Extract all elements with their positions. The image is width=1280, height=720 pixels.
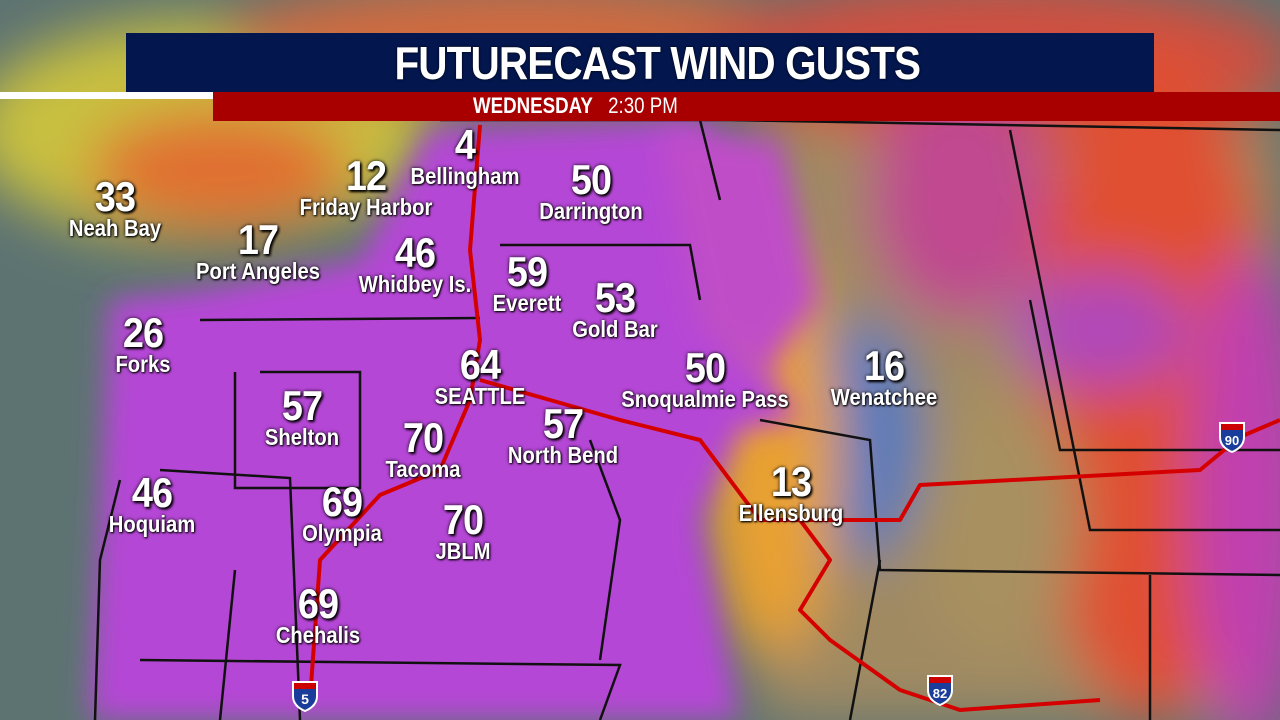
city-name: Forks	[115, 351, 171, 377]
gust-value: 12	[345, 152, 387, 199]
gust-value: 16	[863, 342, 905, 389]
city-label: 53 Gold Bar	[566, 274, 663, 343]
gust-value: 13	[770, 458, 812, 505]
city-label: 4 Bellingham	[403, 121, 527, 190]
city-label: 50 Darrington	[532, 156, 650, 225]
city-name: Tacoma	[385, 456, 461, 482]
city-name: Whidbey Is.	[358, 271, 472, 297]
city-label: 26 Forks	[112, 309, 175, 378]
interstate-shield-icon: 5	[291, 680, 319, 712]
city-name: Olympia	[302, 520, 382, 546]
extreme-gust-region-east	[660, 130, 820, 380]
forecast-clock: 2:30 PM	[608, 93, 678, 118]
gust-value: 50	[684, 344, 726, 391]
city-name: Hoquiam	[108, 511, 196, 537]
interstate-number: 90	[1225, 433, 1239, 448]
gust-value: 57	[281, 382, 323, 429]
city-label: 69 Chehalis	[270, 580, 366, 649]
city-name: Bellingham	[410, 163, 520, 189]
city-name: Ellensburg	[738, 500, 844, 526]
city-name: Everett	[492, 290, 562, 316]
gust-value: 26	[122, 309, 164, 356]
interstate-number: 5	[301, 691, 309, 707]
time-banner: WEDNESDAY 2:30 PM	[213, 92, 1280, 121]
gust-value: 57	[542, 400, 584, 447]
city-label: 12 Friday Harbor	[291, 152, 442, 221]
title-banner: FUTURECAST WIND GUSTS	[126, 33, 1154, 92]
city-label: 70 Tacoma	[380, 414, 465, 483]
city-label: 16 Wenatchee	[823, 342, 944, 411]
gust-value: 50	[570, 156, 612, 203]
gust-value: 46	[394, 229, 436, 276]
city-name: Port Angeles	[195, 258, 321, 284]
city-label: 57 North Bend	[500, 400, 625, 469]
city-label: 46 Hoquiam	[103, 469, 201, 538]
city-name: North Bend	[507, 442, 619, 468]
extreme-gust-region	[90, 120, 800, 720]
city-label: 13 Ellensburg	[732, 458, 851, 527]
city-name: Shelton	[264, 424, 340, 450]
gust-value: 17	[237, 216, 279, 263]
city-label: 57 Shelton	[260, 382, 344, 451]
city-name: SEATTLE	[434, 383, 526, 409]
gust-value: 59	[506, 248, 548, 295]
city-name: Friday Harbor	[299, 194, 433, 220]
city-label: 69 Olympia	[297, 478, 388, 547]
gust-value: 53	[594, 274, 636, 321]
accent-strip	[0, 92, 213, 99]
city-name: Wenatchee	[830, 384, 938, 410]
gust-value: 70	[402, 414, 444, 461]
gust-value: 4	[454, 121, 476, 168]
city-label: 59 Everett	[488, 248, 566, 317]
gust-value: 70	[442, 496, 484, 543]
gust-value: 69	[321, 478, 363, 525]
city-name: JBLM	[435, 538, 491, 564]
county-borders	[93, 118, 1280, 720]
forecast-time: WEDNESDAY 2:30 PM	[473, 93, 678, 119]
city-label: 50 Snoqualmie Pass	[610, 344, 800, 413]
forecast-day: WEDNESDAY	[473, 93, 593, 118]
interstate-shield-icon: 90	[1218, 421, 1246, 453]
city-label: 17 Port Angeles	[187, 216, 328, 285]
city-label: 64 SEATTLE	[428, 341, 531, 410]
gust-value: 46	[131, 469, 173, 516]
interstate-shield-icon: 82	[926, 674, 954, 706]
interstate-number: 82	[933, 686, 947, 701]
city-name: Chehalis	[275, 622, 361, 648]
gust-value: 69	[297, 580, 339, 627]
graphic-title: FUTURECAST WIND GUSTS	[394, 36, 922, 89]
city-label: 70 JBLM	[432, 496, 495, 565]
city-name: Neah Bay	[68, 215, 162, 241]
city-name: Gold Bar	[572, 316, 658, 342]
city-label: 33 Neah Bay	[63, 173, 168, 242]
gust-value: 33	[94, 173, 136, 220]
interstate-routes	[308, 124, 1280, 712]
gust-value: 64	[459, 341, 501, 388]
city-name: Darrington	[539, 198, 643, 224]
city-label: 46 Whidbey Is.	[351, 229, 479, 298]
city-name: Snoqualmie Pass	[621, 386, 789, 412]
